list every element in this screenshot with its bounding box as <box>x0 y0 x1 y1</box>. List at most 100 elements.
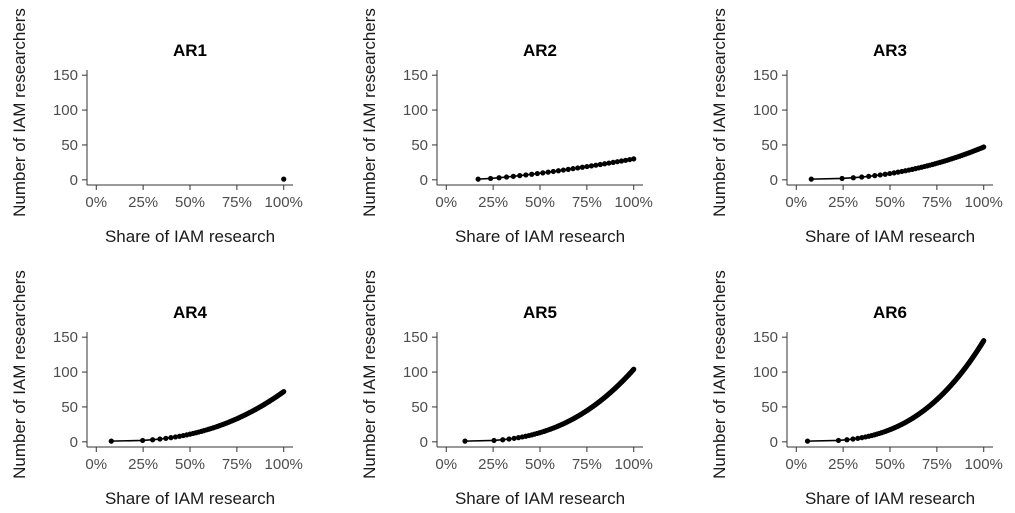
data-point <box>163 435 169 441</box>
x-tick-label: 50% <box>525 194 555 211</box>
y-axis-title: Number of IAM researchers <box>360 270 379 479</box>
data-point <box>877 172 883 178</box>
x-tick-label: 25% <box>128 194 158 211</box>
y-tick-label: 50 <box>761 399 778 416</box>
data-point <box>168 435 174 441</box>
x-axis-title: Share of IAM research <box>455 227 625 246</box>
x-tick-label: 50% <box>525 456 555 473</box>
x-axis-title: Share of IAM research <box>455 489 625 508</box>
data-point <box>575 165 581 171</box>
data-point <box>550 168 556 175</box>
y-tick-label: 100 <box>53 102 78 119</box>
data-point <box>850 436 856 442</box>
data-point <box>157 436 163 442</box>
y-tick-label: 100 <box>403 102 428 119</box>
data-point <box>534 170 540 177</box>
data-point <box>496 175 502 181</box>
y-axis-title: Number of IAM researchers <box>360 8 379 217</box>
data-point <box>606 160 612 166</box>
data-point <box>150 437 156 443</box>
data-point <box>602 161 608 167</box>
x-tick-label: 75% <box>922 194 952 211</box>
y-tick-label: 0 <box>770 434 778 451</box>
data-point <box>882 171 888 177</box>
data-point <box>540 170 546 176</box>
panel-ar2: AR2 0 50 100 150 0% 25% 50% 75% 100% Share of IAM … <box>360 8 653 246</box>
y-tick-label: 100 <box>753 102 778 119</box>
panel-title: AR2 <box>523 41 557 60</box>
data-point <box>631 366 637 372</box>
data-point <box>866 173 872 179</box>
x-tick-label: 0% <box>435 456 457 473</box>
x-tick-label: 25% <box>828 456 858 473</box>
data-point <box>281 388 287 395</box>
y-axis-title: Number of IAM researchers <box>710 270 729 479</box>
data-point <box>844 437 850 443</box>
data-point <box>623 157 629 163</box>
y-tick-label: 50 <box>411 399 428 416</box>
data-point <box>804 438 811 444</box>
data-point <box>584 163 590 170</box>
x-tick-label: 75% <box>222 456 252 473</box>
y-tick-label: 150 <box>403 67 428 84</box>
x-tick-label: 100% <box>265 456 303 473</box>
y-tick-label: 0 <box>70 434 78 451</box>
y-tick-label: 50 <box>61 399 78 416</box>
x-tick-label: 100% <box>615 456 653 473</box>
data-point <box>579 164 585 170</box>
x-tick-label: 75% <box>222 194 252 211</box>
data-point <box>506 436 512 442</box>
data-point <box>515 435 522 441</box>
data-point <box>491 437 497 444</box>
x-tick-label: 0% <box>85 456 107 473</box>
data-point <box>487 175 494 182</box>
data-point <box>172 434 179 440</box>
data-point <box>140 437 146 444</box>
x-tick-label: 0% <box>85 194 107 211</box>
data-point <box>475 176 481 182</box>
y-axis-title: Number of IAM researchers <box>710 8 729 217</box>
data-point <box>500 437 506 443</box>
y-tick-label: 0 <box>770 172 778 189</box>
panel-ar5: AR5 0 50 100 150 0% 25% 50% 75% 100% Share of IAM … <box>360 270 653 508</box>
data-point <box>839 175 845 182</box>
x-tick-label: 25% <box>828 194 858 211</box>
x-tick-label: 25% <box>478 194 508 211</box>
data-point <box>510 173 516 179</box>
data-point <box>614 159 620 165</box>
y-tick-label: 150 <box>753 329 778 346</box>
data-point <box>891 170 897 176</box>
data-point <box>588 163 595 169</box>
data-point <box>555 168 562 174</box>
data-point <box>503 174 510 180</box>
data-point <box>610 159 616 165</box>
x-tick-label: 50% <box>175 194 205 211</box>
data-point <box>872 173 878 179</box>
x-tick-label: 25% <box>128 456 158 473</box>
x-tick-label: 0% <box>785 194 807 211</box>
x-axis-title: Share of IAM research <box>805 227 975 246</box>
data-point <box>981 144 987 150</box>
panel-title: AR6 <box>873 303 907 322</box>
x-axis-title: Share of IAM research <box>805 489 975 508</box>
data-point <box>597 161 603 168</box>
y-tick-label: 50 <box>61 137 78 154</box>
y-tick-label: 50 <box>761 137 778 154</box>
data-point <box>855 435 861 441</box>
panel-ar1: AR1 0 50 100 150 0% 25% 50% 75% 100% Share of IAM … <box>10 8 303 246</box>
y-axis-title: Number of IAM researchers <box>10 270 29 479</box>
y-tick-label: 150 <box>403 329 428 346</box>
data-point <box>887 170 893 177</box>
data-point <box>627 156 633 163</box>
x-tick-label: 75% <box>572 194 602 211</box>
y-tick-label: 0 <box>70 172 78 189</box>
data-point <box>593 162 599 168</box>
x-tick-label: 50% <box>175 456 205 473</box>
x-tick-label: 100% <box>615 194 653 211</box>
panel-ar4: AR4 0 50 100 150 0% 25% 50% 75% 100% Share of IAM … <box>10 270 303 508</box>
data-point <box>859 174 865 180</box>
x-tick-label: 0% <box>785 456 807 473</box>
data-point <box>570 166 576 172</box>
x-tick-label: 75% <box>922 456 952 473</box>
y-tick-label: 100 <box>753 364 778 381</box>
